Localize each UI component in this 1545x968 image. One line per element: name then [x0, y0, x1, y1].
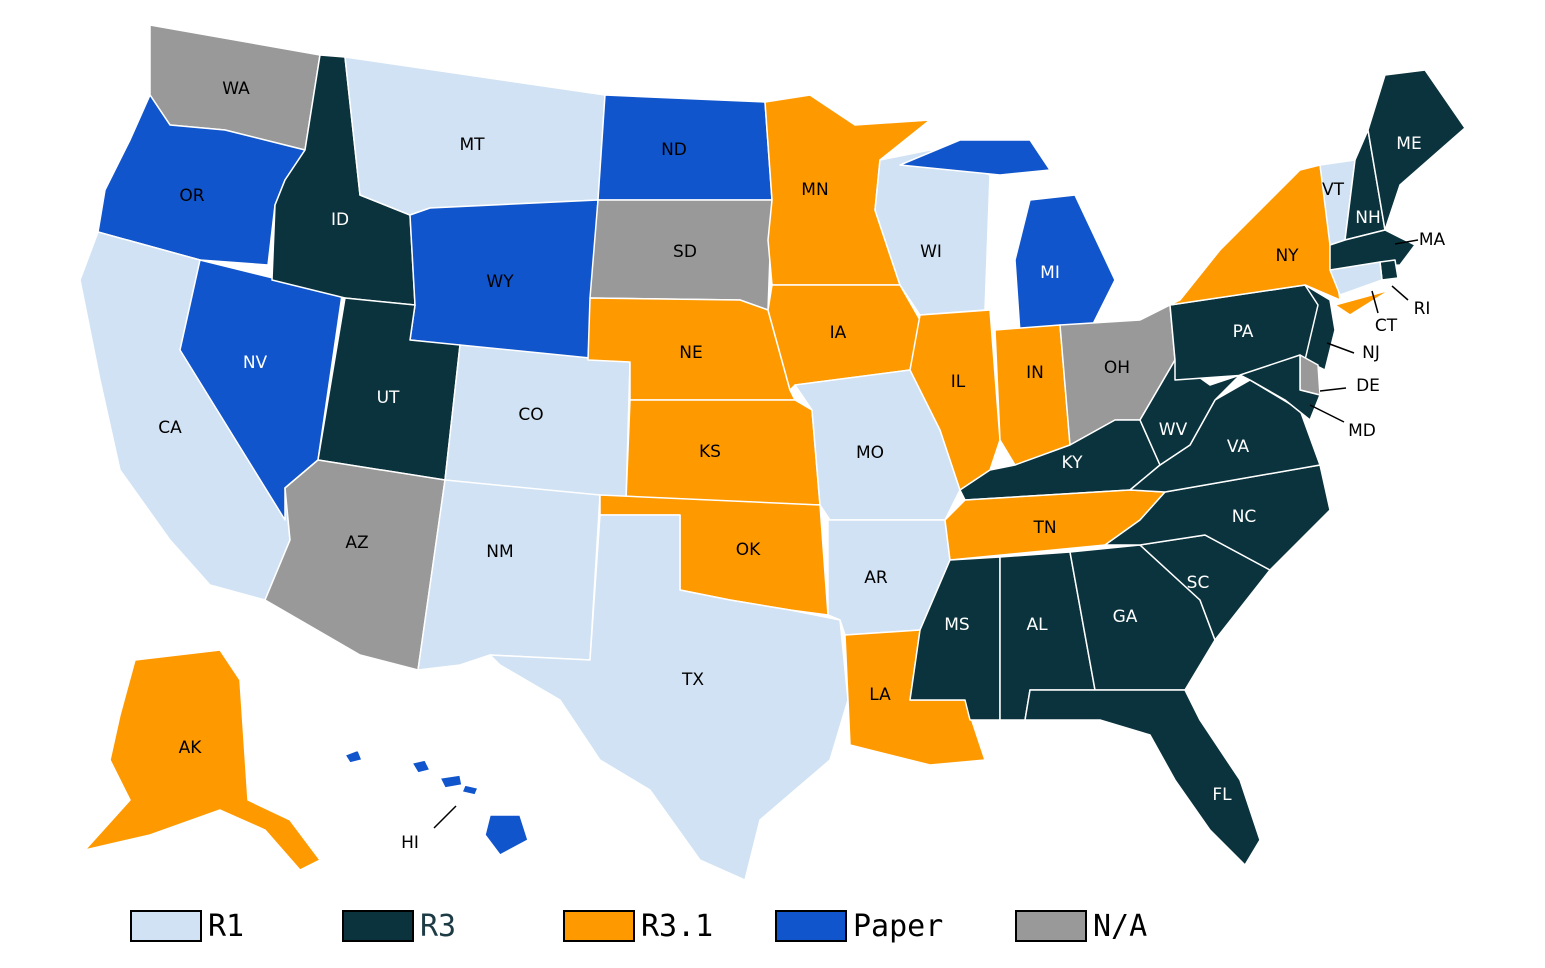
state-ct [1329, 261, 1383, 296]
state-label-nd: ND [661, 140, 687, 160]
legend-item-r3-1: R3.1 [563, 908, 713, 944]
state-label-tx: TX [681, 670, 704, 690]
legend-swatch [342, 910, 414, 942]
state-label-mo: MO [856, 443, 884, 463]
state-tx [489, 514, 849, 881]
state-label-tn: TN [1032, 518, 1056, 538]
leader-line-ct [1371, 290, 1379, 314]
state-label-ak: AK [179, 738, 203, 758]
legend-swatch [563, 910, 635, 942]
state-label-sd: SD [673, 242, 697, 262]
legend-label: Paper [853, 908, 944, 944]
state-nc [1104, 464, 1331, 571]
state-label-al: AL [1026, 615, 1048, 635]
state-labels: WA OR CA NV ID MT WY UT AZ CO NM ND SD NE KS OK TX MN IA MO… [158, 79, 1445, 853]
legend: R1 R3 R3.1 Paper N/A [0, 900, 1545, 960]
leader-line-ma [1394, 239, 1419, 245]
state-ks [625, 399, 821, 506]
legend-item-n-a: N/A [1015, 908, 1147, 944]
state-label-wi: WI [920, 242, 942, 262]
legend-swatch [775, 910, 847, 942]
legend-label: R1 [208, 908, 245, 944]
state-az [264, 459, 446, 671]
leader-line-nj [1326, 342, 1355, 354]
legend-item-r3: R3 [342, 908, 456, 944]
state-label-id: ID [331, 210, 349, 230]
state-ri [1379, 259, 1399, 281]
state-label-ca: CA [158, 418, 182, 438]
state-label-mn: MN [801, 180, 828, 200]
state-label-ma: MA [1419, 230, 1446, 250]
state-label-mi: MI [1040, 263, 1060, 283]
state-nj [1304, 284, 1336, 371]
state-label-de: DE [1356, 376, 1380, 396]
state-label-ks: KS [699, 442, 721, 462]
state-label-nv: NV [243, 353, 268, 373]
leader-line-md [1309, 404, 1345, 423]
state-label-va: VA [1227, 437, 1250, 457]
state-label-ga: GA [1113, 607, 1138, 627]
legend-item-r1: R1 [130, 908, 244, 944]
state-label-ar: AR [864, 568, 888, 588]
state-label-az: AZ [345, 533, 368, 553]
state-label-vt: VT [1322, 180, 1345, 200]
state-hi [344, 749, 529, 856]
legend-swatch [1015, 910, 1087, 942]
state-label-nj: NJ [1362, 343, 1380, 363]
state-in [994, 324, 1071, 466]
state-label-nm: NM [486, 542, 513, 562]
state-label-nh: NH [1355, 208, 1381, 228]
leader-line-hi [433, 805, 457, 829]
state-label-ky: KY [1062, 453, 1084, 473]
state-label-ut: UT [377, 388, 400, 408]
leader-line-ri [1391, 285, 1409, 301]
state-label-sc: SC [1187, 573, 1210, 593]
state-label-wa: WA [222, 79, 250, 99]
state-label-ok: OK [736, 540, 761, 560]
state-label-mt: MT [459, 135, 485, 155]
state-nm [417, 479, 601, 671]
state-label-ne: NE [679, 343, 702, 363]
legend-swatch [130, 910, 202, 942]
state-label-wv: WV [1159, 420, 1188, 440]
state-label-wy: WY [486, 272, 514, 292]
legend-item-paper: Paper [775, 908, 943, 944]
state-label-ms: MS [944, 615, 969, 635]
state-label-ct: CT [1375, 316, 1398, 336]
state-label-ny: NY [1275, 246, 1299, 266]
state-label-nc: NC [1232, 507, 1257, 527]
us-states-map: WA OR CA NV ID MT WY UT AZ CO NM ND SD NE KS OK TX MN IA MO… [79, 24, 1466, 881]
state-fl [1024, 689, 1261, 866]
state-wi [874, 149, 991, 316]
state-label-oh: OH [1104, 358, 1130, 378]
state-label-ia: IA [830, 323, 847, 343]
state-label-or: OR [179, 186, 204, 206]
state-label-ri: RI [1414, 299, 1431, 319]
state-label-la: LA [869, 685, 891, 705]
legend-label: R3.1 [641, 908, 714, 944]
state-label-co: CO [518, 405, 543, 425]
state-label-il: IL [951, 372, 966, 392]
state-label-pa: PA [1233, 322, 1254, 342]
state-label-in: IN [1026, 363, 1044, 383]
states-layer [79, 24, 1466, 881]
state-label-hi: HI [401, 833, 419, 853]
legend-label: N/A [1093, 908, 1148, 944]
state-label-md: MD [1348, 421, 1376, 441]
leader-lines [433, 239, 1419, 829]
legend-label: R3 [420, 908, 457, 944]
state-label-fl: FL [1212, 785, 1232, 805]
state-ak [84, 649, 321, 871]
leader-line-de [1319, 387, 1347, 392]
state-label-me: ME [1396, 134, 1421, 154]
